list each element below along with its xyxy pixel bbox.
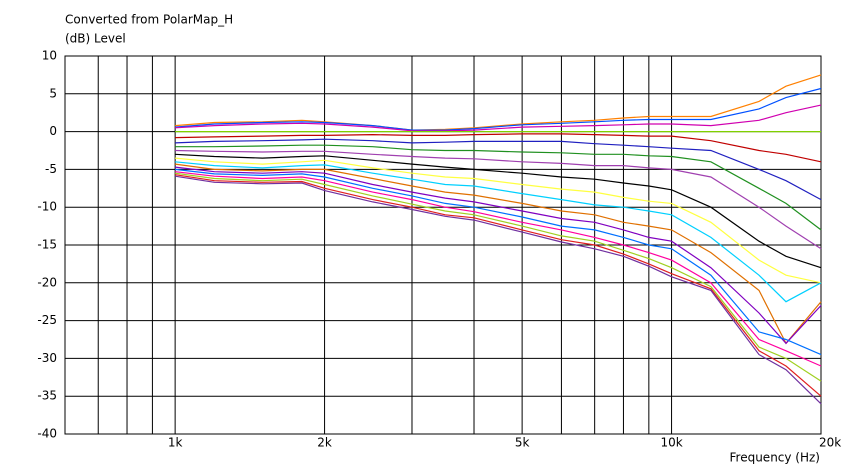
y-tick-label: 10 [42,49,57,63]
series-line [175,161,822,303]
x-axis-label: Frequency (Hz) [730,451,821,465]
series-line [175,157,822,284]
series-line [175,172,822,382]
series-line [175,144,822,231]
chart-title: Converted from PolarMap_H [65,13,233,27]
y-tick-label: -15 [37,238,57,252]
y-tick-label: 5 [49,86,57,100]
series-line [175,166,822,345]
y-tick-label: -5 [45,162,57,176]
series-line [175,175,822,405]
series-line [175,74,822,131]
y-tick-label: -40 [37,427,57,441]
x-tick-label: 20k [819,436,841,450]
series-line [175,149,822,250]
x-tick-label: 2k [317,436,332,450]
x-tick-label: 10k [660,436,682,450]
series-line [175,163,822,345]
y-tick-label: -30 [37,351,57,365]
series-line [175,171,822,367]
y-tick-label: -10 [37,200,57,214]
series-line [175,87,822,131]
y-tick-label: 0 [49,124,57,138]
series-line [175,138,822,201]
y-tick-label: -35 [37,389,57,403]
series-line [175,174,822,397]
series-line [175,104,822,132]
series-line [175,168,822,356]
x-tick-label: 1k [168,436,183,450]
y-tick-label: -20 [37,275,57,289]
series-line [175,133,822,163]
y-axis-label: (dB) Level [65,32,126,46]
series-line [175,153,822,269]
y-tick-label: -25 [37,313,57,327]
x-tick-label: 5k [515,436,530,450]
